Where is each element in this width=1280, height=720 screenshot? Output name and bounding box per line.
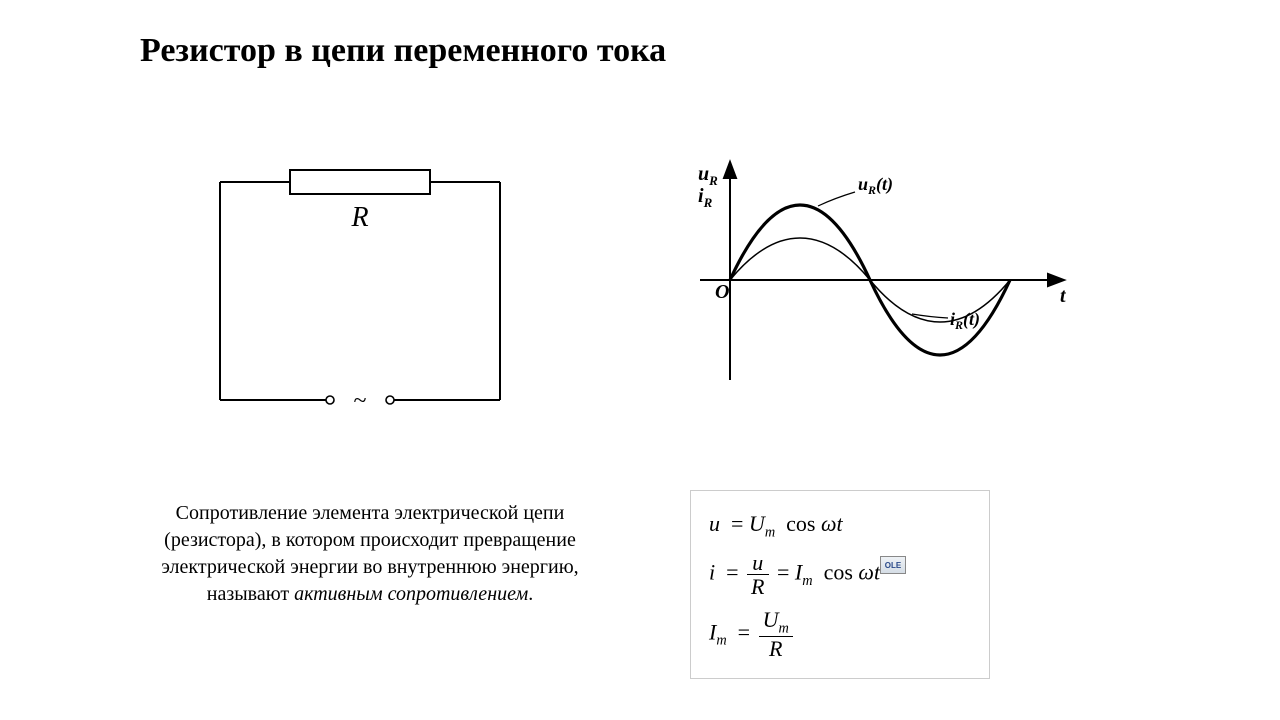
curve-i-label: iR(t) xyxy=(950,309,980,332)
formula-box: u = Um cos ωt i = u R = Im cos ωt Im = U… xyxy=(690,490,990,679)
ac-symbol: ~ xyxy=(354,388,367,414)
resistor-label: R xyxy=(350,202,368,233)
origin-label: O xyxy=(715,281,729,303)
waveform-graph: O uR iR t uR(t) iR(t) xyxy=(660,150,1080,400)
equation-2: i = u R = Im cos ωt xyxy=(709,551,971,598)
ole-placeholder-icon: OLE xyxy=(880,556,906,574)
circuit-diagram: ~ R xyxy=(180,160,540,430)
equation-3: Im = Um R xyxy=(709,608,971,660)
x-label: t xyxy=(1060,285,1067,307)
description-text: Сопротивление элемента электрической цеп… xyxy=(110,500,630,608)
y-label-i: iR xyxy=(698,185,713,210)
curve-u-label: uR(t) xyxy=(858,174,893,197)
page-title: Резистор в цепи переменного тока xyxy=(140,32,666,70)
equation-1: u = Um cos ωt xyxy=(709,505,971,545)
